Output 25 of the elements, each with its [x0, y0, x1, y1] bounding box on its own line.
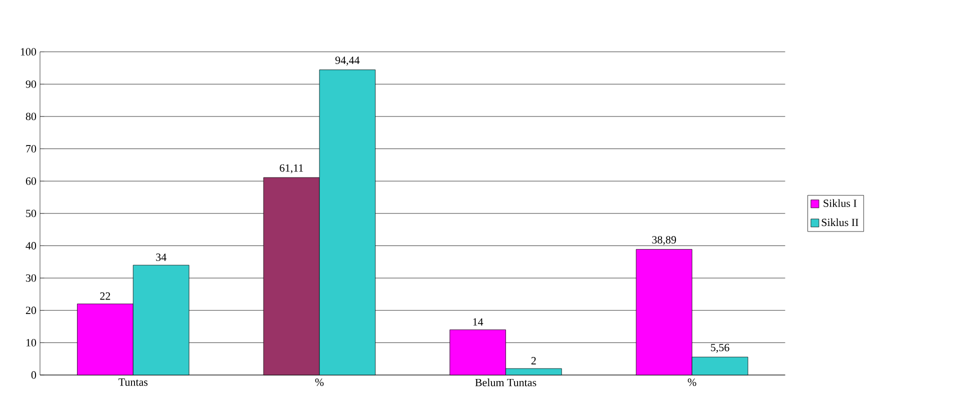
- data-label: 34: [156, 254, 166, 261]
- data-label: 94,44: [335, 56, 360, 66]
- data-label: 38,89: [652, 236, 676, 246]
- data-label: 2: [531, 357, 536, 364]
- x-tick-label: Belum Tuntas: [475, 378, 536, 386]
- y-tick-label: 80: [26, 112, 36, 120]
- data-label: 22: [100, 292, 110, 300]
- data-label: 14: [473, 318, 484, 326]
- y-tick-label: 50: [26, 210, 36, 218]
- data-label: 5,56: [710, 344, 730, 353]
- y-tick-label: 10: [26, 338, 36, 346]
- y-tick-label: 30: [26, 274, 36, 282]
- legend-label: Siklus II: [822, 218, 858, 226]
- y-tick-label: 90: [26, 80, 36, 88]
- y-tick-label: 70: [26, 145, 36, 152]
- y-tick-label: 0: [31, 371, 36, 379]
- y-tick-label: 20: [26, 306, 36, 314]
- x-tick-label: %: [315, 378, 324, 386]
- y-tick-label: 40: [26, 242, 36, 250]
- x-tick-label: Tuntas: [118, 378, 148, 386]
- legend-label: Siklus I: [824, 199, 856, 208]
- y-tick-label: 60: [26, 177, 36, 185]
- y-tick-label: 100: [20, 48, 36, 56]
- x-tick-label: %: [688, 378, 696, 386]
- data-label: 61,11: [280, 164, 304, 174]
